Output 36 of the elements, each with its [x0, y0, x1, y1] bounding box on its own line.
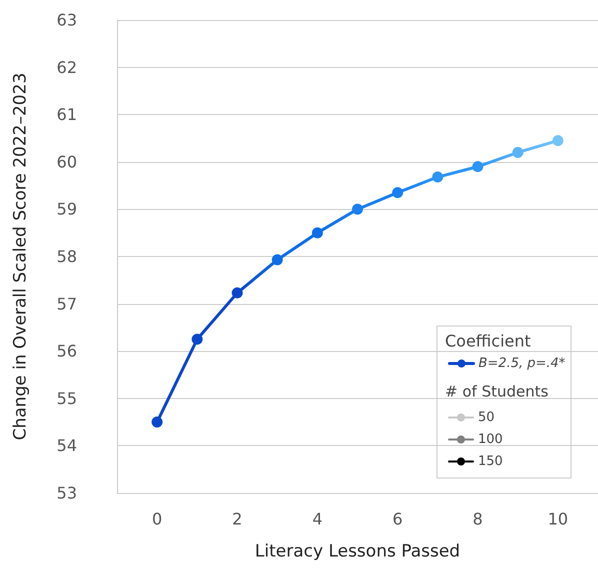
point: [512, 146, 524, 158]
point: [472, 161, 484, 172]
point: [552, 135, 564, 146]
point: [312, 227, 323, 238]
point: [232, 287, 243, 298]
x-tick-label: 4: [312, 510, 323, 528]
legend-label: B=2.5, p=.4*: [478, 356, 566, 371]
x-tick-label: 2: [232, 510, 242, 528]
point: [192, 334, 203, 345]
y-tick-label: 63: [56, 10, 77, 30]
y-tick-label: 56: [56, 342, 77, 361]
y-tick-label: 57: [56, 294, 77, 314]
point: [392, 187, 404, 198]
x-tick-label: 8: [472, 510, 483, 528]
y-tick-label: 55: [56, 388, 77, 408]
legend-label: 50: [478, 410, 495, 425]
point: [272, 254, 283, 266]
point: [432, 172, 444, 183]
legend-label: 150: [478, 454, 503, 469]
annotation: # of Students: [445, 382, 549, 400]
y-tick-label: 62: [56, 58, 77, 77]
x-tick-label: 10: [548, 510, 568, 528]
point: [352, 204, 363, 215]
y-tick-label: 54: [56, 436, 77, 456]
y-tick-label: 59: [56, 200, 77, 219]
y-tick-label: 53: [56, 484, 77, 502]
y-tick-label: 61: [56, 105, 77, 124]
x-axis-title: Literacy Lessons Passed: [254, 542, 460, 562]
y-tick-label: 60: [56, 152, 77, 172]
y-tick-label: 58: [56, 247, 77, 266]
point: [152, 416, 163, 428]
x-tick-label: 0: [152, 510, 162, 528]
x-tick-label: 6: [392, 510, 403, 528]
legend-title: Coefficient: [445, 332, 531, 350]
y-axis-title: Change in Overall Scaled Score 2022–2023: [10, 72, 30, 440]
legend-label: 100: [478, 432, 503, 447]
